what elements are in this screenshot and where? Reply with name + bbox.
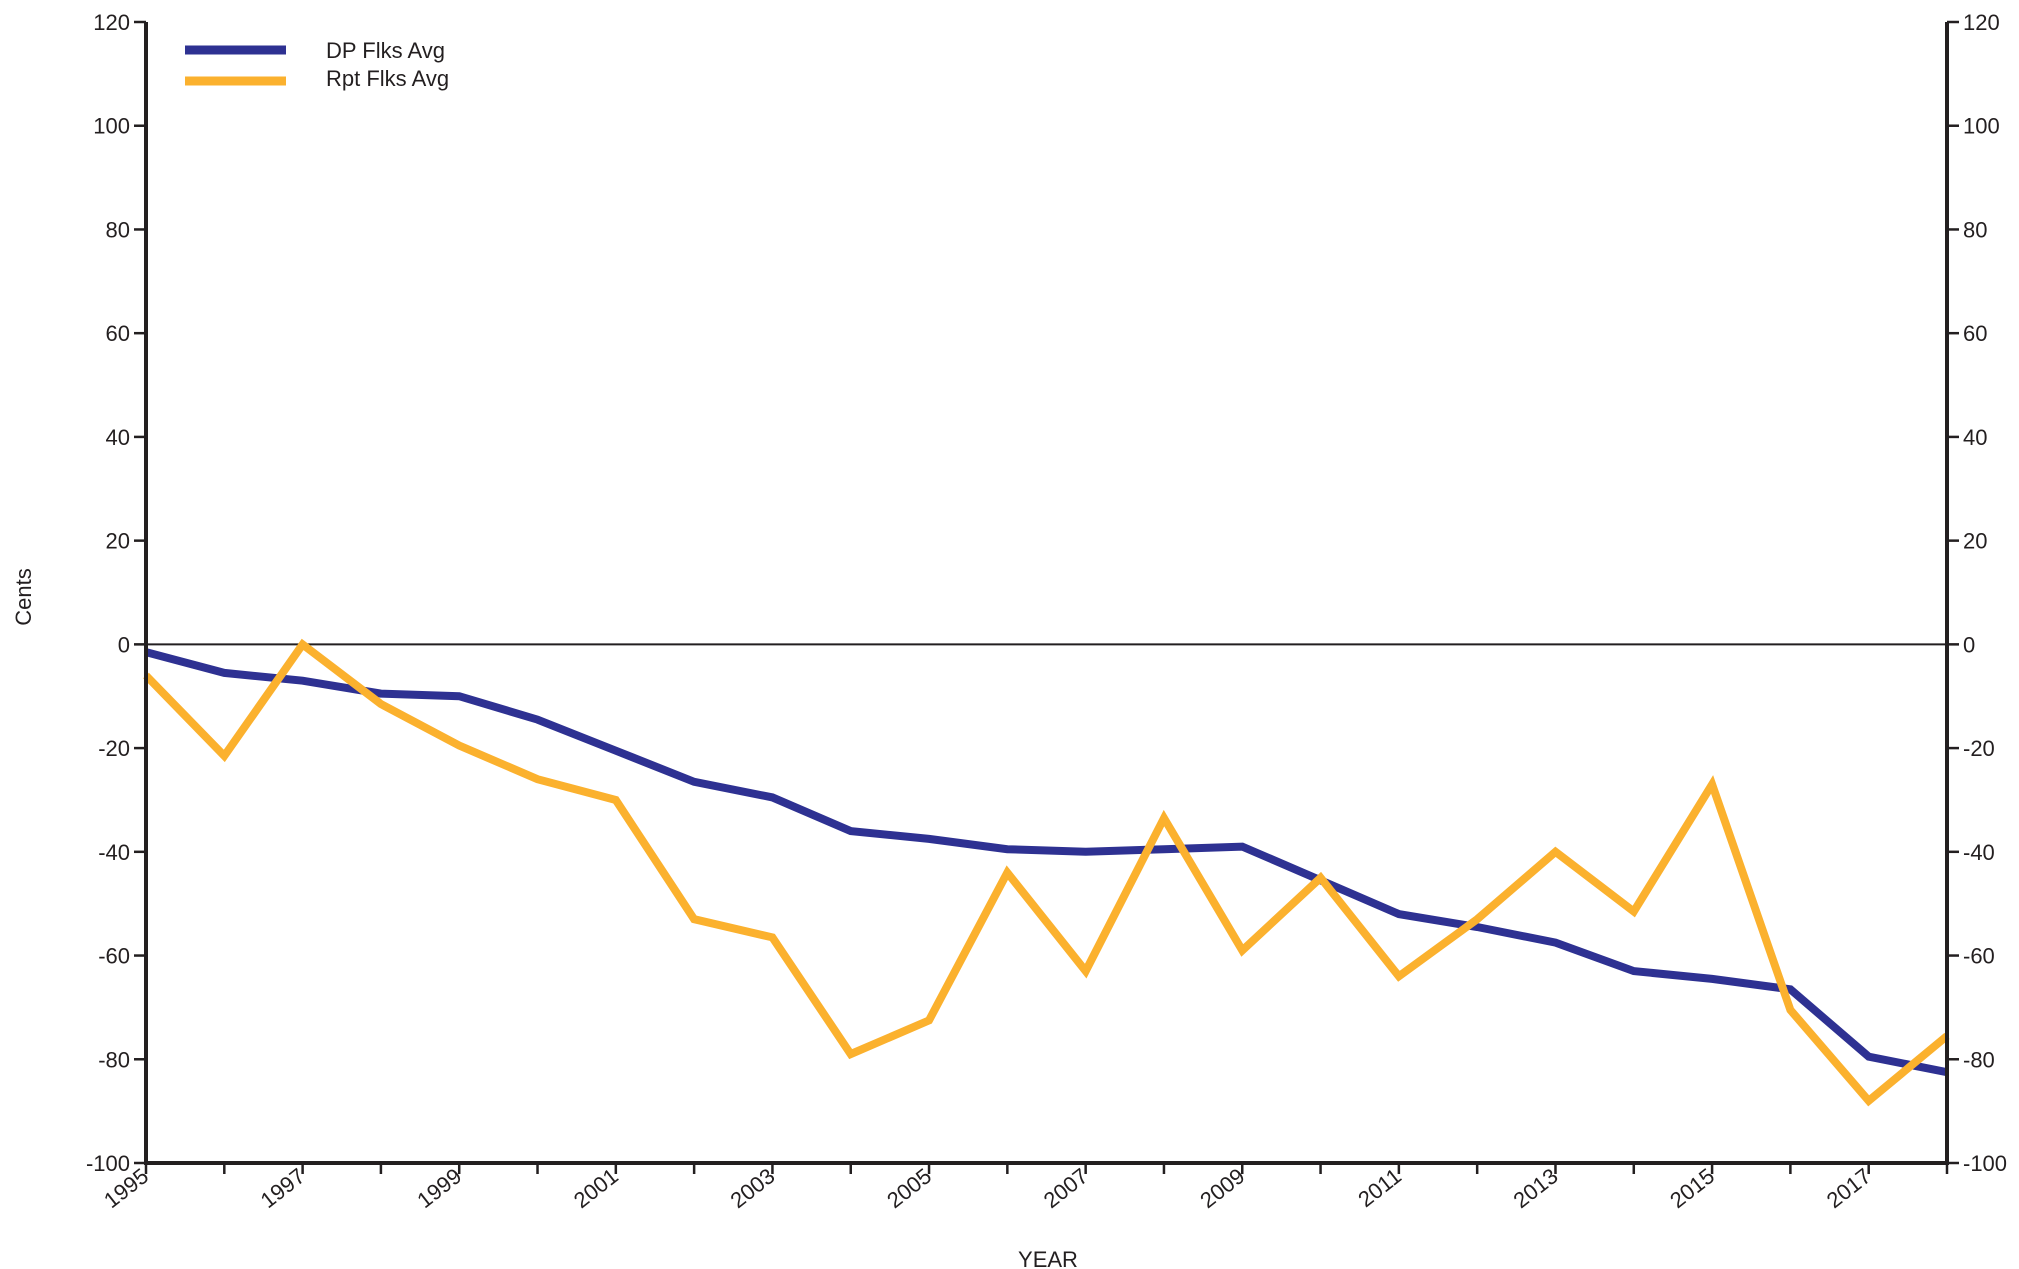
legend-label-rpt-flks-avg: Rpt Flks Avg <box>326 66 449 91</box>
series-line-dp-flks-avg <box>144 648 1948 1077</box>
legend: DP Flks Avg Rpt Flks Avg <box>185 38 449 91</box>
right-y-tick-label: 20 <box>1963 529 1987 554</box>
left-y-tick-label: 60 <box>106 321 130 346</box>
left-y-tick-label: 0 <box>118 632 130 657</box>
left-y-tick-label: 80 <box>106 217 130 242</box>
left-y-tick-label: -60 <box>98 944 130 969</box>
right-y-tick-label: -60 <box>1963 944 1995 969</box>
right-y-tick-label: 40 <box>1963 425 1987 450</box>
legend-label-dp-flks-avg: DP Flks Avg <box>326 38 445 63</box>
left-y-tick-label: -80 <box>98 1047 130 1072</box>
x-axis-title: YEAR <box>1018 1247 1078 1269</box>
right-y-tick-label: 120 <box>1963 10 2000 35</box>
right-y-tick-label: 100 <box>1963 114 2000 139</box>
left-y-tick-label: 100 <box>93 114 130 139</box>
right-y-tick-label: 80 <box>1963 217 1987 242</box>
left-y-tick-label: 20 <box>106 529 130 554</box>
x-axis-ticks: 1995 1997 1999 2001 2003 2005 2007 2009 2011 2013… <box>99 1163 1949 1213</box>
left-y-axis-ticks: 120 100 80 60 40 20 0 -20 -40 -60 -80 -100 <box>86 10 146 1176</box>
left-y-tick-label: 40 <box>106 425 130 450</box>
right-y-tick-label: 0 <box>1963 632 1975 657</box>
left-y-tick-label: -40 <box>98 840 130 865</box>
right-y-tick-label: -20 <box>1963 736 1995 761</box>
left-y-tick-label: -20 <box>98 736 130 761</box>
right-y-tick-label: 60 <box>1963 321 1987 346</box>
axes-layer <box>144 22 1949 1165</box>
y-axis-title: Cents <box>11 568 36 625</box>
right-y-tick-label: -100 <box>1963 1151 2007 1176</box>
series-line-rpt-flks-avg <box>143 638 1950 1107</box>
right-y-tick-label: -80 <box>1963 1047 1995 1072</box>
right-y-axis-ticks: 120 100 80 60 40 20 0 -20 -40 -60 -80 -100 <box>1947 10 2007 1176</box>
left-y-tick-label: -100 <box>86 1151 130 1176</box>
left-y-tick-label: 120 <box>93 10 130 35</box>
right-y-tick-label: -40 <box>1963 840 1995 865</box>
series-layer <box>143 638 1950 1107</box>
